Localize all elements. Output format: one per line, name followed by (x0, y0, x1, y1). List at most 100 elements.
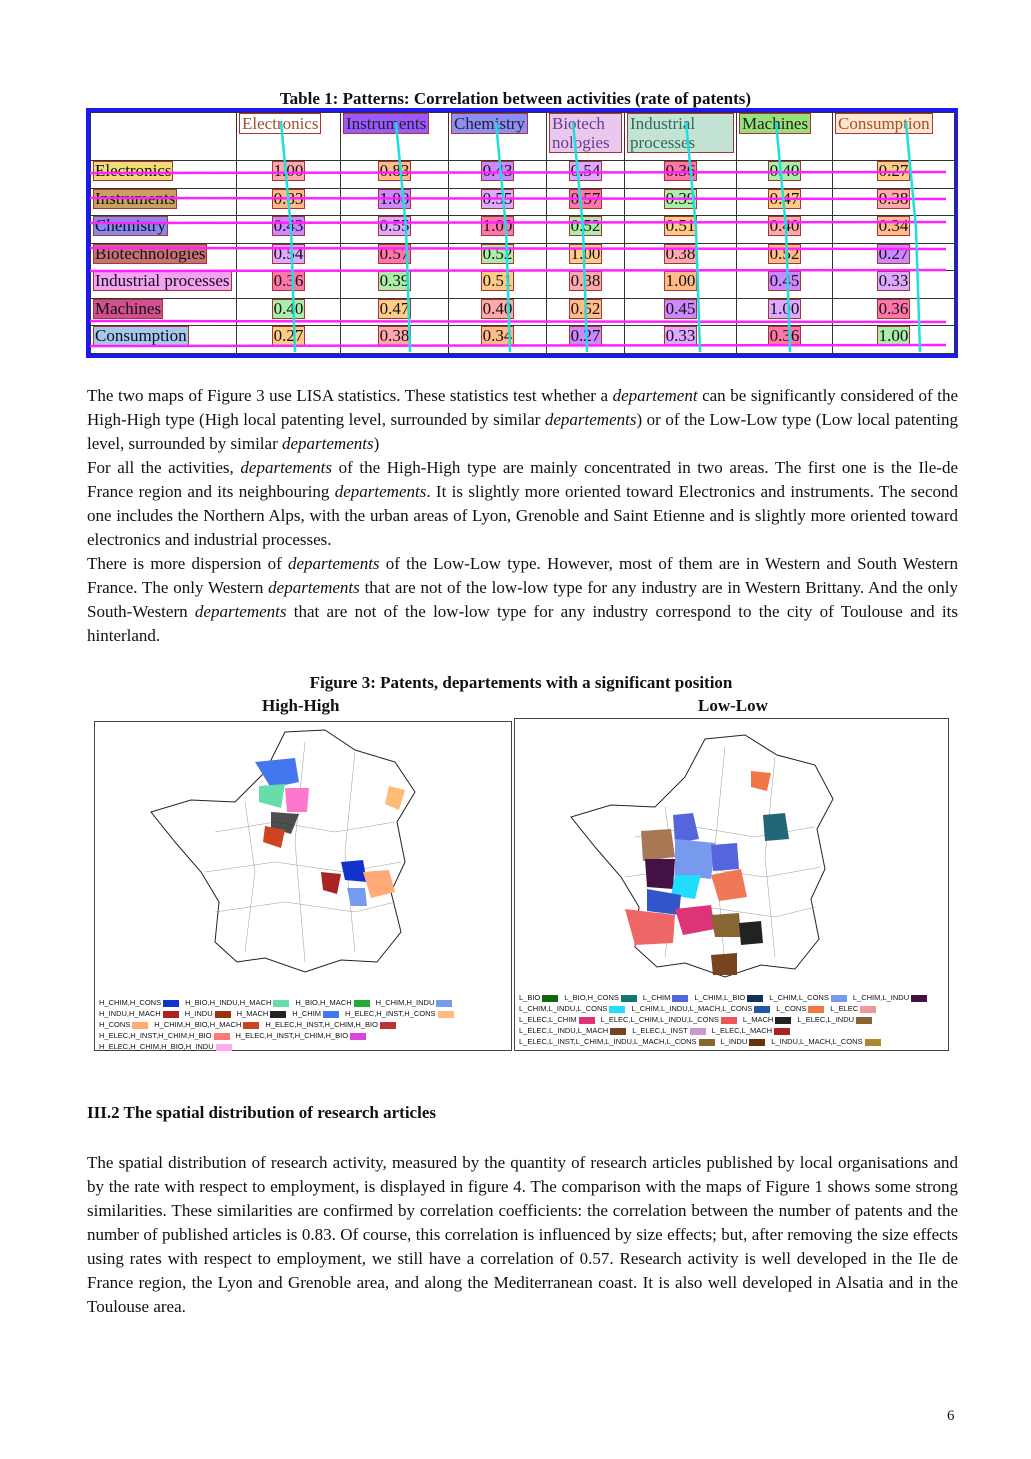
legend-item: L_CHIM,L_INDU,L_MACH,L_CONS (631, 1004, 772, 1013)
col-header: Industrial processes (624, 112, 737, 161)
paragraph-line: The two maps of Figure 3 use LISA statis… (87, 386, 959, 453)
table-cell: 0.36 (832, 297, 955, 327)
table-cell: 1.00 (236, 160, 341, 189)
row-header: Biotechnologies (90, 242, 237, 272)
table-cell: 0.27 (236, 325, 341, 354)
legend-swatch (808, 1005, 825, 1013)
table-cell: 1.00 (340, 187, 449, 217)
legend-swatch (747, 994, 764, 1002)
legend-swatch (860, 1005, 877, 1013)
figure-title: Figure 3: Patents, departements with a s… (309, 673, 733, 692)
low-low-legend: L_BIO L_BIO,H_CONS L_CHIM L_CHIM,L_BIO L_CHI… (515, 992, 948, 1047)
legend-item: L_ELEC,L_CHIM,L_INDU,L_CONS (601, 1015, 739, 1024)
table-cell: 0.43 (236, 215, 341, 244)
row-header: Consumption (90, 325, 237, 354)
legend-item: L_MACH (743, 1015, 793, 1024)
table-cell: 0.34 (448, 325, 547, 354)
legend-swatch (436, 999, 453, 1007)
table-cell: 0.38 (546, 270, 625, 299)
legend-swatch (610, 1027, 627, 1035)
table-cell: 0.33 (624, 325, 737, 354)
table-cell: 0.57 (546, 187, 625, 217)
page-number: 6 (947, 1408, 955, 1424)
legend-swatch (132, 1021, 149, 1029)
table-cell: 0.27 (832, 160, 955, 189)
table-cell: 1.00 (448, 215, 547, 244)
table-cell: 0.39 (624, 187, 737, 217)
table-row: Instruments 0.83 1.00 0.55 0.57 0.39 0.47 0.38 (90, 187, 955, 217)
legend-item: H_ELEC,H_INST,H_CONS (345, 1009, 455, 1018)
legend-item: H_INDU (185, 1009, 233, 1018)
table-cell: 0.27 (832, 242, 955, 272)
legend-swatch (353, 999, 370, 1007)
legend-swatch (620, 994, 637, 1002)
table-cell: 0.38 (624, 242, 737, 272)
legend-item: H_MACH (237, 1009, 289, 1018)
table-row: Electronics 1.00 0.83 0.43 0.54 0.36 0.40 0.27 (90, 160, 955, 189)
legend-swatch (775, 1016, 792, 1024)
legend-item: H_ELEC,H_INST,H_CHIM,H_BIO (236, 1031, 369, 1040)
legend-swatch (323, 1010, 340, 1018)
table-cell: 0.38 (340, 325, 449, 354)
france-map-low-low (570, 734, 834, 978)
legend-swatch (911, 994, 928, 1002)
table-row: Chemistry 0.43 0.55 1.00 0.52 0.51 0.40 0.34 (90, 215, 955, 244)
row-header: Machines (90, 297, 237, 327)
table-cell: 0.43 (448, 160, 547, 189)
table-cell: 0.36 (736, 325, 833, 354)
legend-swatch (578, 1016, 595, 1024)
table-row: Biotechnologies 0.54 0.57 0.52 1.00 0.38 0.52 0… (90, 242, 955, 272)
table-cell: 0.40 (736, 160, 833, 189)
legend-item: H_BIO,H_INDU,H_MACH (185, 998, 291, 1007)
table-cell: 0.38 (832, 187, 955, 217)
high-high-legend: H_CHIM,H_CONS H_BIO,H_INDU,H_MACH H_BIO,H_… (95, 997, 511, 1052)
legend-item: L_ELEC,L_MACH (712, 1026, 792, 1035)
legend-swatch (830, 994, 847, 1002)
legend-item: L_ELEC,L_INST,L_CHIM,L_INDU,L_MACH,L_CON… (519, 1037, 717, 1046)
table-cell: 1.00 (736, 297, 833, 327)
section-body: The spatial distribution of research act… (87, 1153, 958, 1316)
legend-item: H_INDU,H_MACH (99, 1009, 181, 1018)
table-cell: 0.54 (546, 160, 625, 189)
col-header: Machines (736, 112, 833, 161)
table-cell: 0.52 (546, 297, 625, 327)
row-header: Instruments (90, 187, 237, 217)
row-header: Industrial processes (90, 270, 237, 299)
legend-item: H_BIO,H_MACH (295, 998, 371, 1007)
table-corner-cell (90, 112, 237, 161)
legend-item: H_CHIM,H_INDU (376, 998, 455, 1007)
legend-swatch (379, 1021, 396, 1029)
legend-item: L_CHIM,L_BIO (694, 993, 765, 1002)
france-map-high-high (150, 729, 416, 973)
legend-swatch (162, 1010, 179, 1018)
legend-item: H_CONS (99, 1020, 150, 1029)
legend-item: L_CHIM,L_INDU (853, 993, 929, 1002)
table-cell: 0.57 (340, 242, 449, 272)
legend-swatch (774, 1027, 791, 1035)
table-cell: 0.55 (340, 215, 449, 244)
table-cell: 0.40 (448, 297, 547, 327)
table-row: Consumption 0.27 0.38 0.34 0.27 0.33 0.36 1.00 (90, 325, 955, 354)
legend-item: H_CHIM (292, 1009, 341, 1018)
legend-item: L_INDU,L_MACH,L_CONS (771, 1037, 882, 1046)
table-cell: 0.45 (736, 270, 833, 299)
table-cell: 0.45 (624, 297, 737, 327)
legend-item: L_BIO,H_CONS (564, 993, 639, 1002)
col-header: Instruments (340, 112, 449, 161)
col-header: Consumption (832, 112, 955, 161)
legend-item: H_ELEC,H_INST,H_CHIM,H_BIO (265, 1020, 398, 1029)
lisa-paragraph: The two maps of Figure 3 use LISA statis… (87, 384, 958, 648)
legend-item: H_CHIM,H_CONS (99, 998, 181, 1007)
legend-swatch (163, 999, 180, 1007)
table-cell: 0.33 (832, 270, 955, 299)
legend-item: L_ELEC,L_CHIM (519, 1015, 597, 1024)
correlation-table: Electronics Instruments Chemistry Biotec… (86, 108, 958, 358)
legend-swatch (609, 1005, 626, 1013)
table-cell: 0.54 (236, 242, 341, 272)
table-cell: 0.55 (448, 187, 547, 217)
legend-item: L_CONS (776, 1004, 826, 1013)
table-row: Industrial processes 0.36 0.39 0.51 0.38 1.00… (90, 270, 955, 299)
table-cell: 0.52 (448, 242, 547, 272)
table-cell: 0.51 (448, 270, 547, 299)
table-cell: 0.51 (624, 215, 737, 244)
